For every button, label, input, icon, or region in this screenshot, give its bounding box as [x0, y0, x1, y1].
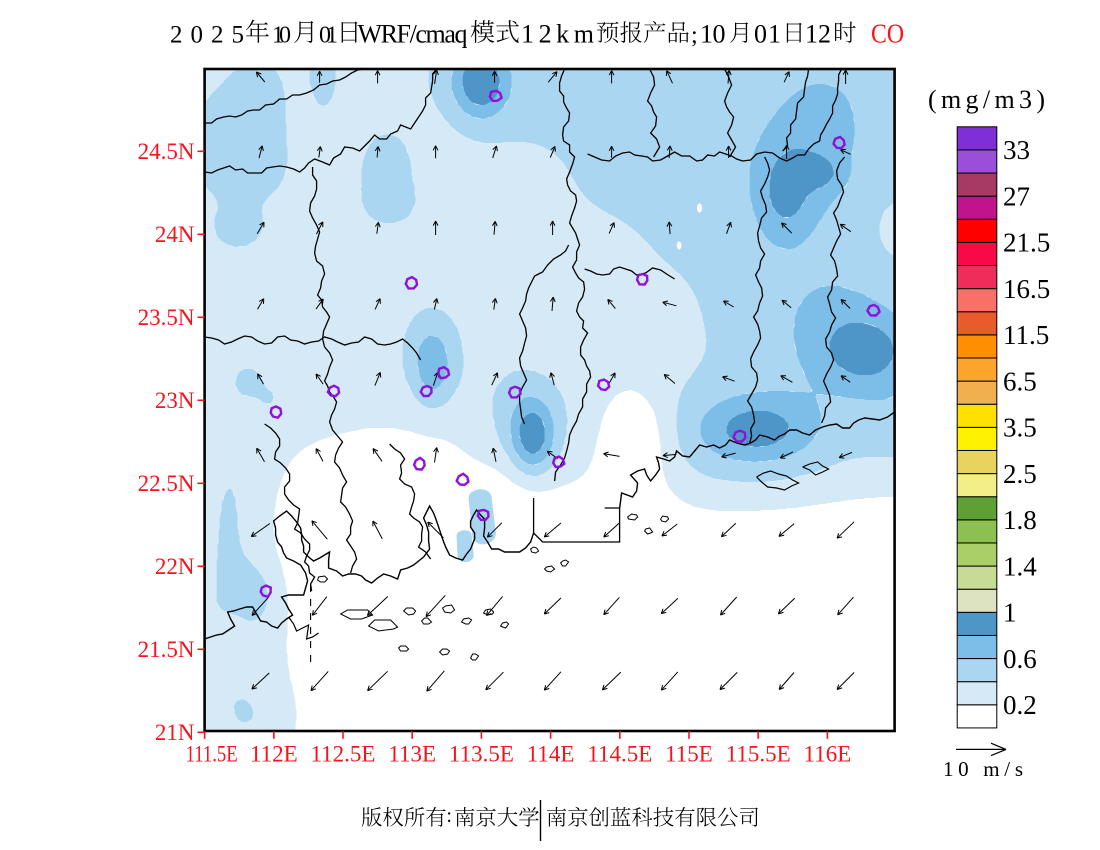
- svg-text:0.2: 0.2: [1003, 690, 1037, 720]
- svg-text:12km: 12km: [521, 20, 594, 49]
- svg-text::: :: [446, 805, 452, 827]
- svg-text:3.5: 3.5: [1003, 413, 1037, 443]
- svg-text:114E: 114E: [527, 742, 575, 767]
- svg-text:1: 1: [1003, 598, 1017, 628]
- svg-text:115.5E: 115.5E: [726, 742, 791, 767]
- svg-text:2.5: 2.5: [1003, 459, 1037, 489]
- svg-text:16.5: 16.5: [1003, 274, 1050, 304]
- svg-text:1.8: 1.8: [1003, 505, 1037, 535]
- svg-text:23.5N: 23.5N: [138, 305, 195, 330]
- svg-text:10: 10: [700, 20, 726, 49]
- svg-text:21.5: 21.5: [1003, 228, 1050, 258]
- svg-text:2025: 2025: [170, 22, 244, 49]
- svg-text:112.5E: 112.5E: [311, 742, 376, 767]
- svg-text:10: 10: [272, 23, 291, 49]
- svg-text:21N: 21N: [155, 720, 195, 745]
- svg-text:33: 33: [1003, 135, 1030, 165]
- svg-text:115E: 115E: [665, 742, 713, 767]
- svg-text:6.5: 6.5: [1003, 366, 1037, 396]
- svg-text:21.5N: 21.5N: [138, 637, 195, 662]
- svg-text:12: 12: [805, 20, 831, 49]
- svg-text:1.4: 1.4: [1003, 551, 1037, 581]
- svg-text:24N: 24N: [155, 222, 195, 247]
- svg-text:111.5E: 111.5E: [186, 742, 238, 767]
- svg-text:WRF/cmaq: WRF/cmaq: [358, 20, 468, 49]
- svg-text:113E: 113E: [388, 742, 436, 767]
- svg-text:23N: 23N: [155, 388, 195, 413]
- svg-text:11.5: 11.5: [1003, 320, 1049, 350]
- svg-text:114.5E: 114.5E: [587, 742, 652, 767]
- svg-text:01: 01: [754, 20, 781, 49]
- svg-text:10 m/s: 10 m/s: [943, 757, 1023, 781]
- svg-text:0.6: 0.6: [1003, 644, 1037, 674]
- svg-text:CO: CO: [871, 19, 904, 49]
- svg-text:01: 01: [319, 23, 338, 49]
- svg-text:(mg/m3): (mg/m3): [928, 85, 1045, 114]
- svg-text:112E: 112E: [250, 742, 298, 767]
- svg-text:22.5N: 22.5N: [138, 471, 195, 496]
- svg-text:24.5N: 24.5N: [138, 139, 195, 164]
- svg-text:22N: 22N: [155, 554, 195, 579]
- svg-text:116E: 116E: [804, 742, 852, 767]
- svg-text:113.5E: 113.5E: [449, 742, 514, 767]
- svg-text:27: 27: [1003, 181, 1030, 211]
- svg-text:;: ;: [691, 23, 698, 49]
